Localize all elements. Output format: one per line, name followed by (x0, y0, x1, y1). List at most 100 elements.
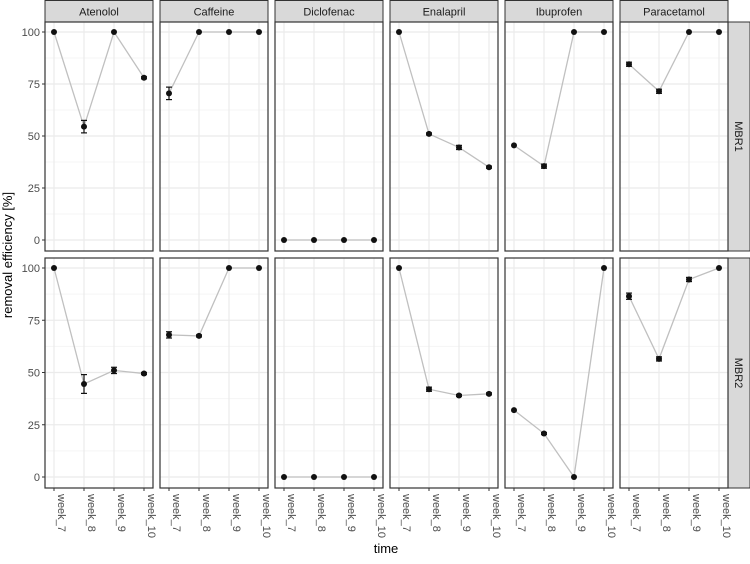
panel-border (389, 257, 499, 489)
x-tick-label: week_8 (200, 493, 212, 532)
panel-border (504, 21, 614, 252)
data-point (281, 237, 287, 243)
data-point (371, 474, 377, 480)
facet-label: Enalapril (423, 7, 466, 19)
x-tick-label: week_9 (690, 493, 702, 532)
y-tick-label: 0 (34, 472, 40, 484)
data-point (111, 29, 117, 35)
facet-label: Caffeine (194, 7, 235, 19)
panel-mbr2-diclofenac (274, 257, 384, 489)
x-tick-label: week_7 (515, 493, 527, 532)
panel-border (389, 21, 499, 252)
x-tick-label: week_10 (375, 493, 387, 538)
data-point (541, 163, 547, 170)
data-point (196, 332, 202, 339)
data-point (396, 29, 402, 35)
y-tick-label: 0 (34, 235, 40, 247)
data-point (311, 474, 317, 480)
data-point (111, 367, 117, 374)
x-tick-label: week_7 (285, 493, 297, 532)
x-tick-label: week_7 (630, 493, 642, 532)
panel-border (274, 257, 384, 489)
x-axis-title: time (374, 541, 399, 556)
facet-label: Paracetamol (643, 7, 705, 19)
series-line (628, 31, 719, 93)
data-point (51, 29, 57, 35)
panel-mbr1-enalapril (389, 21, 499, 252)
x-tick-label: week_7 (55, 493, 67, 532)
data-point (626, 61, 632, 68)
data-point (166, 90, 172, 97)
x-tick-label: week_10 (145, 493, 157, 538)
y-tick-label: 25 (28, 183, 40, 195)
x-tick-label: week_8 (315, 493, 327, 532)
data-point (226, 29, 232, 35)
series-line (398, 267, 490, 397)
data-point (426, 386, 432, 393)
y-tick-label: 100 (22, 27, 40, 39)
data-point (626, 293, 632, 300)
x-tick-label: week_10 (260, 493, 272, 538)
facet-label: MBR1 (732, 121, 744, 152)
series-line (53, 30, 145, 129)
y-tick-label: 50 (28, 131, 40, 143)
data-point (686, 29, 692, 35)
x-tick-label: week_9 (575, 493, 587, 532)
data-point (456, 392, 462, 399)
facet-label: Diclofenac (303, 7, 355, 19)
x-tick-label: week_9 (230, 493, 242, 532)
y-tick-label: 25 (28, 420, 40, 432)
panel-mbr2-atenolol (44, 257, 154, 489)
data-point (716, 29, 722, 35)
panel-mbr1-caffeine (159, 21, 269, 252)
x-tick-label: week_8 (660, 493, 672, 532)
panel-mbr1-paracetamol (619, 21, 729, 252)
panel-mbr1-ibuprofen (504, 21, 614, 252)
data-point (256, 29, 262, 35)
data-point (81, 123, 87, 130)
data-point (716, 265, 722, 271)
panel-border (159, 257, 269, 489)
panel-border (619, 21, 729, 252)
data-point (486, 390, 492, 397)
series-line (168, 31, 259, 94)
data-point (256, 265, 262, 271)
panel-border (274, 21, 384, 252)
data-point (81, 380, 87, 387)
data-point (141, 370, 147, 377)
y-axis-title: removal efficiency [%] (0, 192, 15, 318)
y-tick-label: 100 (22, 263, 40, 275)
data-point (456, 144, 462, 151)
data-point (511, 407, 517, 414)
data-point (196, 29, 202, 35)
x-tick-label: week_8 (85, 493, 97, 532)
x-tick-label: week_8 (430, 493, 442, 532)
data-point (601, 265, 607, 271)
panel-mbr2-ibuprofen (504, 257, 614, 489)
series-line (398, 31, 490, 168)
series-line (53, 267, 145, 385)
x-tick-label: week_7 (400, 493, 412, 532)
data-point (341, 237, 347, 243)
facet-label: MBR2 (732, 358, 744, 389)
series-line (513, 31, 604, 168)
data-point (686, 276, 692, 283)
data-point (396, 265, 402, 271)
data-point (486, 164, 492, 171)
x-tick-label: week_10 (490, 493, 502, 538)
data-point (571, 474, 577, 480)
data-point (141, 74, 147, 81)
y-tick-label: 75 (28, 315, 40, 327)
y-tick-label: 50 (28, 368, 40, 380)
data-point (656, 88, 662, 95)
facet-label: Atenolol (79, 7, 119, 19)
data-point (341, 474, 347, 480)
data-point (511, 142, 517, 149)
x-tick-label: week_9 (460, 493, 472, 532)
panel-mbr2-caffeine (159, 257, 269, 489)
data-point (166, 331, 172, 338)
panel-mbr1-atenolol (44, 21, 154, 252)
data-point (571, 29, 577, 35)
panel-border (619, 257, 729, 489)
